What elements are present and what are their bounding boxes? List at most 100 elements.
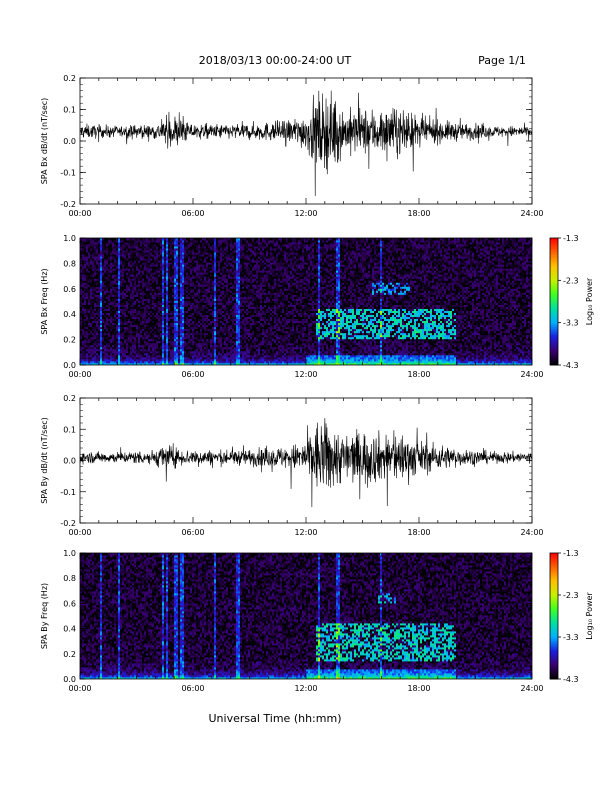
spectrogram-cell [88,252,91,255]
spectrogram-cell [84,238,87,241]
spectrogram-cell [116,252,119,255]
spectrogram-cell [134,330,137,334]
spectrogram-cell [102,252,105,255]
spectrogram-cell [92,308,95,311]
spectrogram-cell [80,298,83,301]
spectrogram-cell [82,336,85,340]
spectrogram-cell [112,322,115,326]
spectrogram-cell [94,308,97,311]
spectrogram-cell [112,336,115,340]
spectrogram-cell [188,288,191,291]
spectrogram-cell [92,274,95,277]
spectrogram-cell [142,278,145,281]
spectrogram-cell [96,268,99,271]
spectrogram-cell [130,242,133,245]
spectrogram-cell [110,312,113,316]
spectrogram-cell [140,286,143,289]
spectrogram-cell [142,262,145,265]
spectrogram-cell [80,356,83,360]
spectrogram-cell [138,260,141,263]
spectrogram-cell [196,326,199,330]
spectrogram-cell [154,268,157,271]
spectrogram-cell [190,296,193,299]
spectrogram-cell [176,362,179,365]
spectrogram-cell [172,312,175,316]
spectrogram-cell [90,362,93,365]
spectrogram-cell [152,298,155,301]
spectrogram-cell [178,330,181,334]
spectrogram-cell [106,314,109,318]
spectrogram-cell [190,244,193,247]
spectrogram-cell [120,332,123,336]
spectrogram-cell [154,258,157,261]
spectrogram-cell [136,326,139,330]
spectrogram-cell [126,362,129,365]
spectrogram-cell [116,268,119,271]
spectrogram-cell [140,250,143,253]
spectrogram-cell [134,356,137,360]
spectrogram-cell [164,352,167,356]
spectrogram-cell [130,312,133,316]
spectrogram-cell [96,270,99,273]
spectrogram-cell [166,340,169,344]
spectrogram-cell [88,246,91,249]
spectrogram-cell [154,330,157,334]
spectrogram-cell [200,290,203,293]
spectrogram-cell [182,350,185,354]
spectrogram-cell [192,340,195,344]
spectrogram-cell [164,296,167,299]
spectrogram-cell [162,288,165,291]
spectrogram-cell [134,344,137,348]
spectrogram-cell [196,332,199,336]
spectrogram-cell [86,312,89,316]
spectrogram-cell [138,298,141,301]
spectrogram-cell [196,302,199,305]
spectrogram-cell [156,260,159,263]
spectrogram-cell [200,328,203,332]
spectrogram-cell [94,246,97,249]
spectrogram-cell [202,362,205,365]
spectrogram-cell [200,358,203,362]
spectrogram-cell [86,288,89,291]
spectrogram-cell [140,268,143,271]
spectrogram-cell [174,248,177,251]
spectrogram-cell [154,350,157,354]
spectrogram-cell [146,274,149,277]
spectrogram-cell [132,332,135,336]
spectrogram-cell [200,288,203,291]
spectrogram-cell [90,300,93,303]
spectrogram-cell [92,238,95,241]
spectrogram-cell [80,324,83,328]
spectrogram-cell [154,292,157,295]
spectrogram-cell [150,274,153,277]
spectrogram-cell [198,280,201,283]
spectrogram-cell [108,300,111,303]
spectrogram-cell [140,320,143,324]
spectrogram-cell [94,304,97,307]
spectrogram-cell [194,296,197,299]
spectrogram-cell [124,334,127,338]
spectrogram-cell [168,258,171,261]
spectrogram-cell [162,344,165,348]
spectrogram-cell [142,362,145,365]
spectrogram-cell [130,354,133,358]
spectrogram-cell [148,308,151,311]
spectrogram-cell [116,280,119,283]
spectrogram-cell [144,244,147,247]
spectrogram-cell [154,266,157,269]
spectrogram-cell [200,348,203,352]
spectrogram-cell [80,360,83,364]
spectrogram-cell [94,264,97,267]
spectrogram-cell [152,330,155,334]
spectrogram-cell [144,288,147,291]
spectrogram-cell [134,338,137,342]
spectrogram-cell [92,336,95,340]
spectrogram-cell [86,330,89,334]
spectrogram-cell [198,260,201,263]
spectrogram-cell [150,326,153,330]
spectrogram-cell [152,342,155,346]
spectrogram-cell [168,306,171,309]
spectrogram-cell [164,248,167,251]
spectrogram-cell [182,272,185,275]
spectrogram-cell [122,298,125,301]
